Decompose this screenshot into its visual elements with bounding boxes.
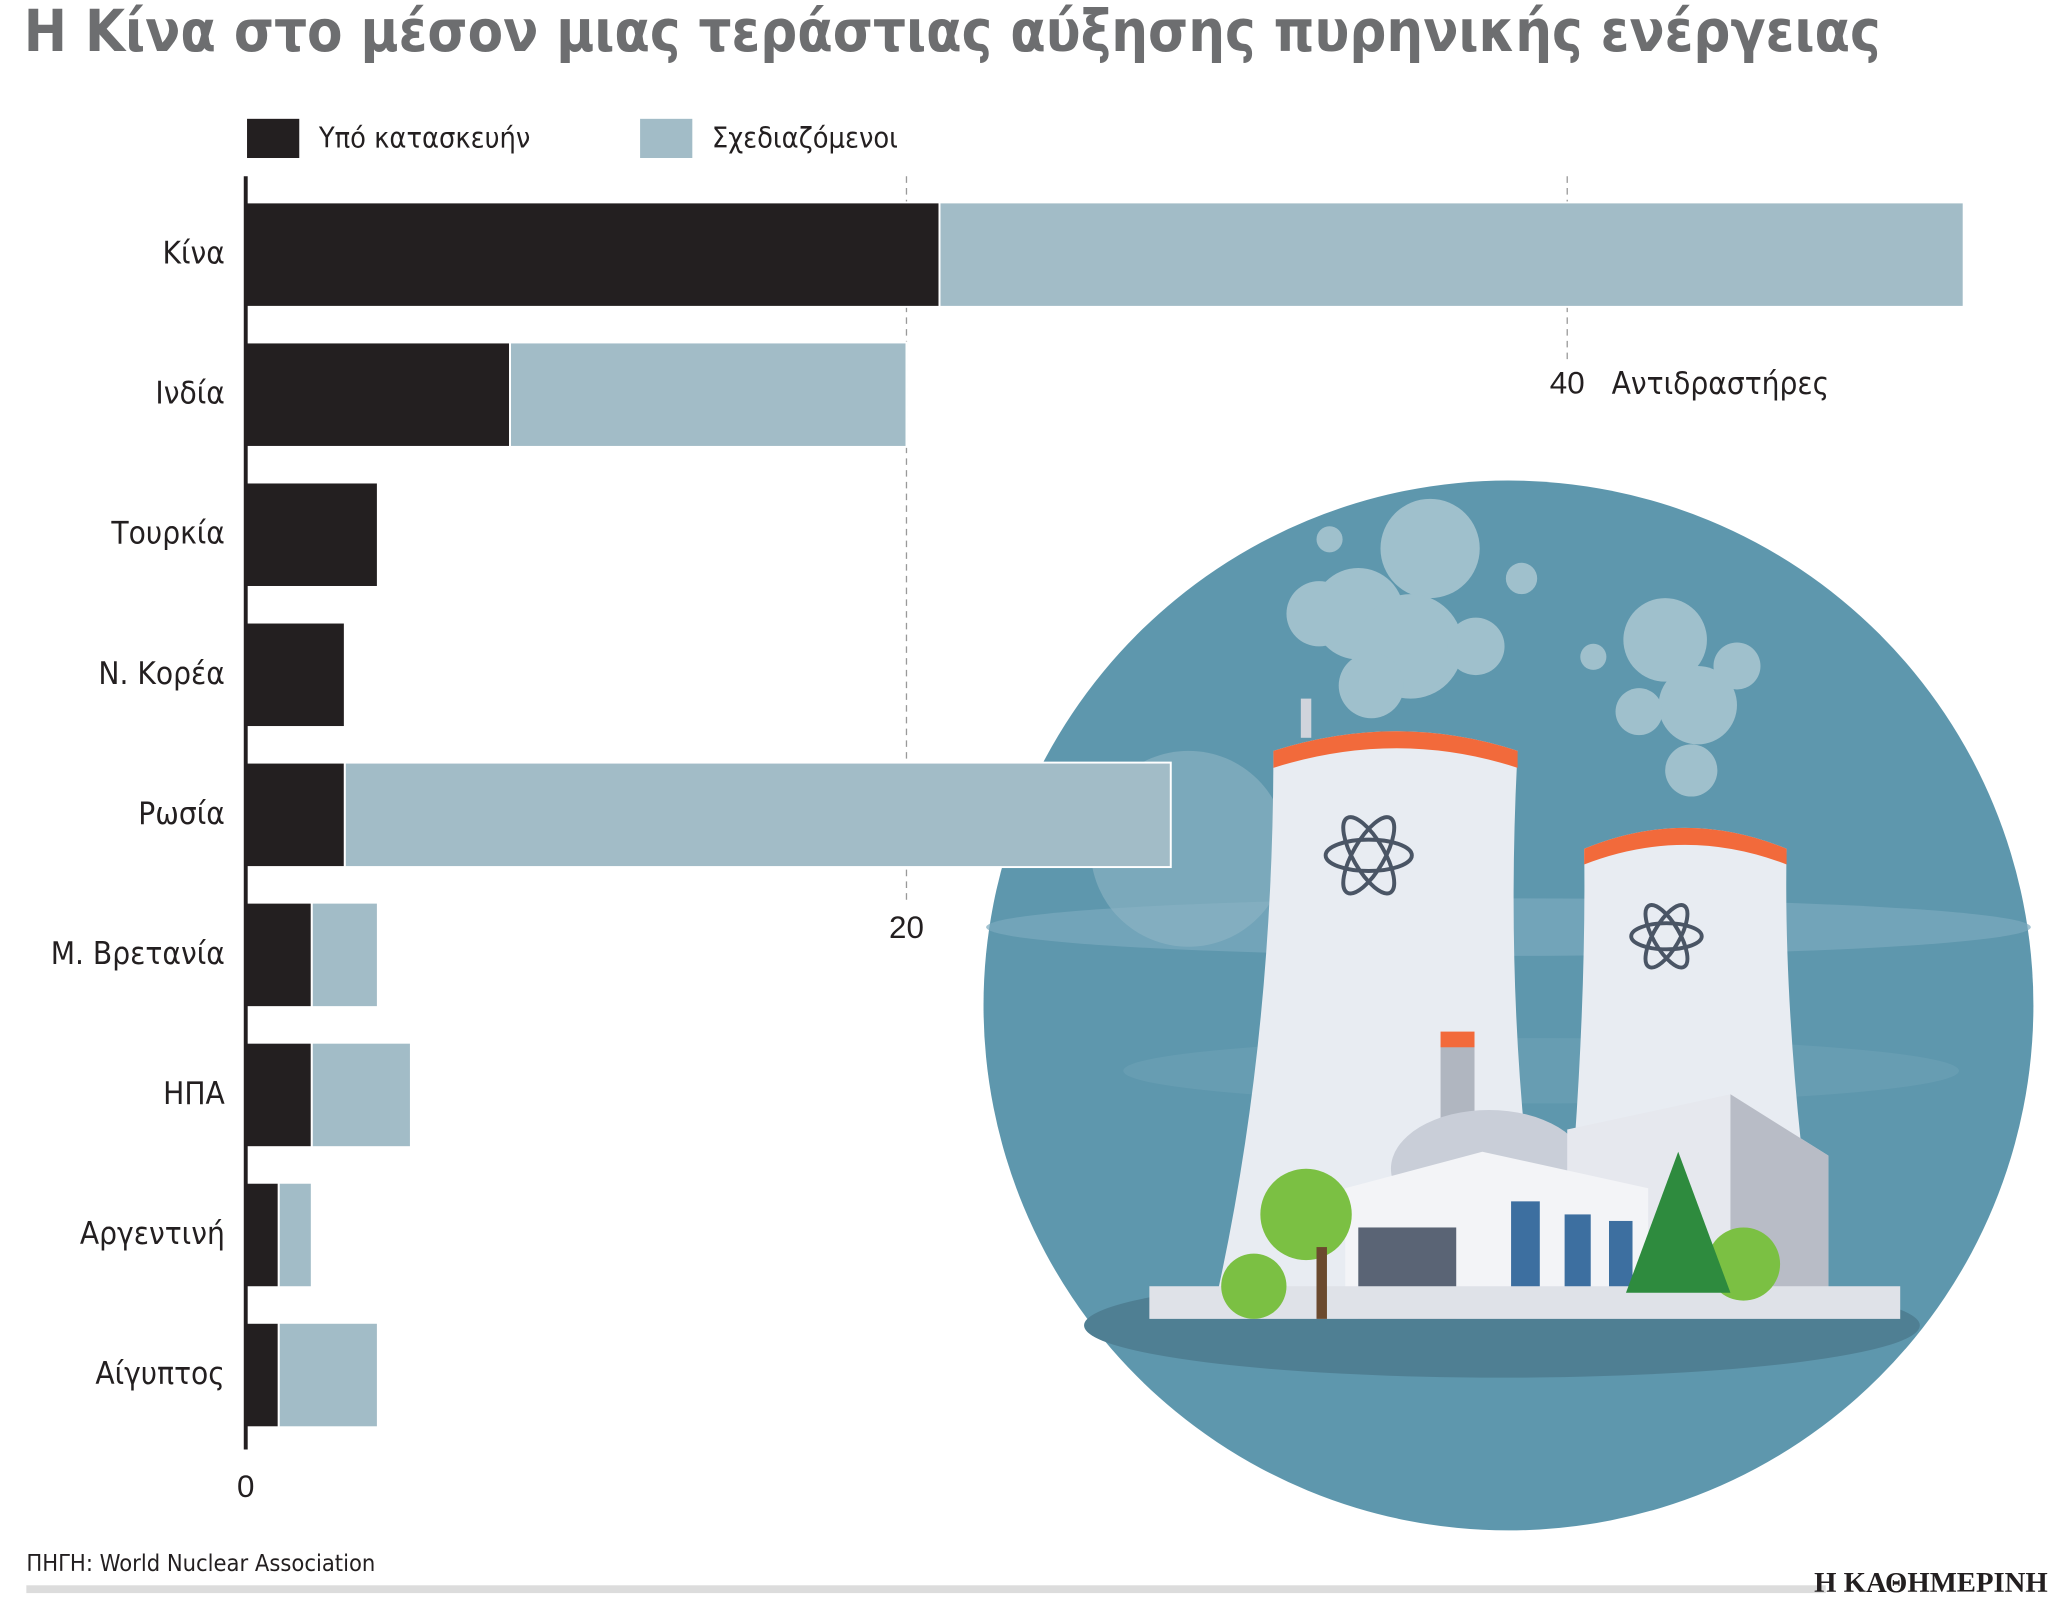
legend-label: Σχεδιαζόμενοι xyxy=(712,121,898,155)
y-tick-label: Τουρκία xyxy=(110,516,224,552)
bar xyxy=(244,761,346,869)
x-tick-label: 0 xyxy=(237,1469,254,1504)
bar xyxy=(310,901,379,1009)
legend-label: Υπό κατασκευήν xyxy=(318,121,531,155)
x-tick-label: 20 xyxy=(889,910,924,945)
y-tick-label: Αίγυπτος xyxy=(95,1356,225,1392)
y-tick-label: Μ. Βρετανία xyxy=(51,936,225,972)
legend-swatch xyxy=(640,118,693,159)
y-tick-label: Ινδία xyxy=(155,376,224,412)
x-axis-label: Αντιδραστήρες xyxy=(1612,366,1830,402)
publisher: Η ΚΑΘΗΜΕΡΙΝΗ xyxy=(1814,1567,2048,1599)
bar xyxy=(244,901,313,1009)
illustration xyxy=(983,480,2034,1531)
y-tick-label: Ν. Κορέα xyxy=(98,656,224,692)
bar xyxy=(244,1041,313,1149)
bar xyxy=(244,1181,280,1289)
y-tick-label: Κίνα xyxy=(162,236,224,272)
bar xyxy=(244,1321,280,1429)
bar xyxy=(938,201,1965,308)
bar xyxy=(277,1181,313,1289)
source: ΠΗΓΗ: World Nuclear Association xyxy=(26,1549,375,1577)
x-tick-label: 40 xyxy=(1550,365,1585,400)
bar xyxy=(244,201,941,308)
bar xyxy=(509,341,908,448)
y-tick-label: ΗΠΑ xyxy=(163,1076,225,1112)
bar xyxy=(310,1041,412,1149)
bar xyxy=(277,1321,379,1429)
y-tick-label: Αργεντινή xyxy=(80,1216,225,1252)
y-tick-label: Ρωσία xyxy=(138,796,225,832)
chart-title: Η Κίνα στο μέσον μιας τεράστιας αύξησης … xyxy=(24,0,1881,65)
bar xyxy=(244,341,512,448)
bar xyxy=(244,481,379,588)
legend-swatch xyxy=(247,118,300,159)
bar xyxy=(343,761,1172,869)
footer-rule xyxy=(26,1585,1826,1594)
bar xyxy=(244,621,346,728)
